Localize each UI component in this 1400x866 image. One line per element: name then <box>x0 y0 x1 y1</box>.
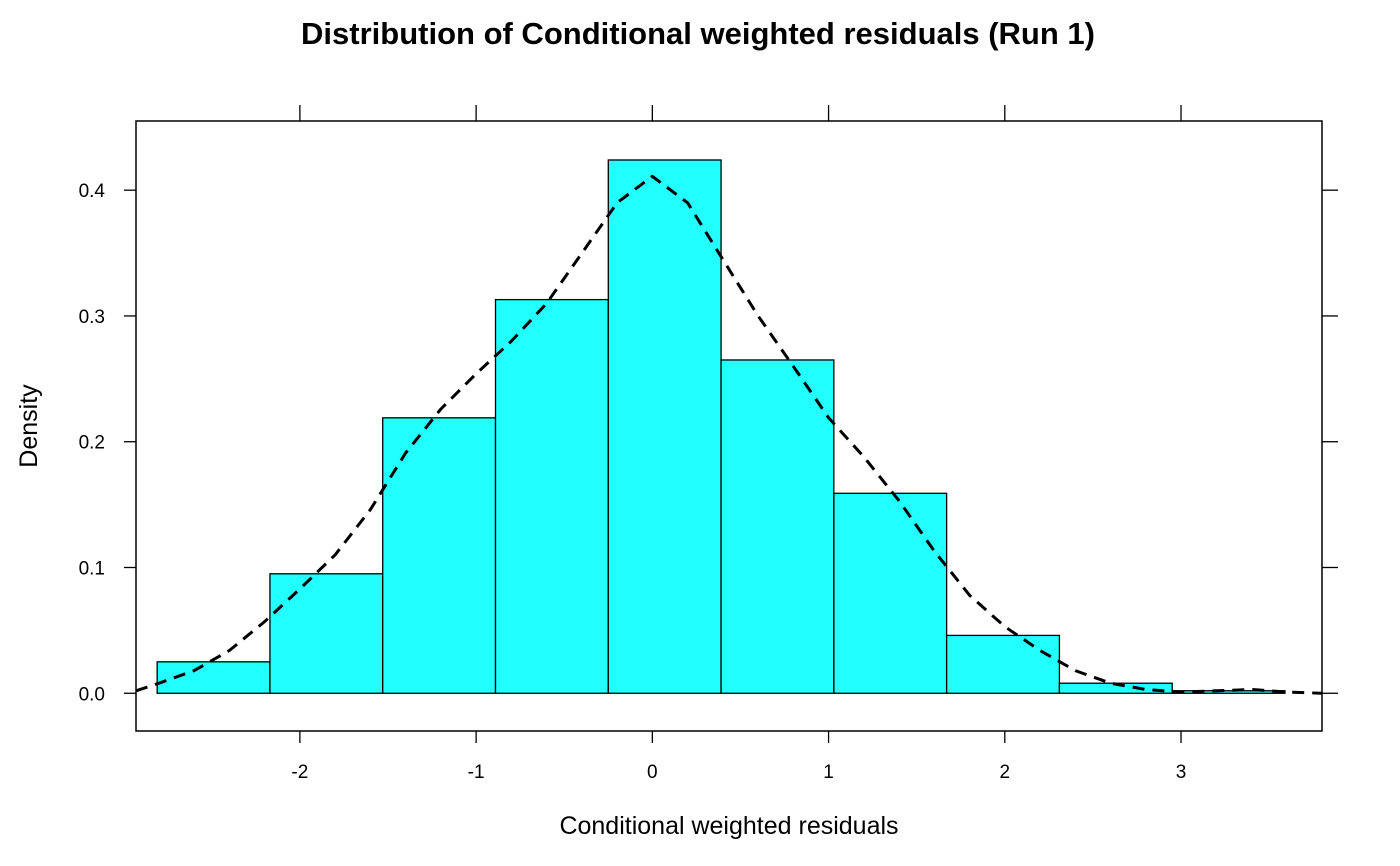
x-tick-label: -2 <box>291 762 308 783</box>
x-tick-label: 1 <box>823 762 834 783</box>
x-tick-label: 2 <box>1000 762 1011 783</box>
histogram-bar <box>945 634 1061 694</box>
y-tick-label: 0.1 <box>79 558 105 579</box>
chart-title: Distribution of Conditional weighted res… <box>301 16 1095 51</box>
histogram-bar <box>607 159 722 694</box>
x-axis-label: Conditional weighted residuals <box>559 812 898 840</box>
plot-frame <box>135 120 1323 732</box>
y-tick-label: 0.3 <box>79 307 105 328</box>
histogram-bar <box>833 492 948 694</box>
histogram-bar <box>1171 690 1286 694</box>
y-tick-label: 0.4 <box>79 181 106 202</box>
density-curve <box>135 174 1323 695</box>
histogram-bars <box>156 159 1286 694</box>
histogram-bar <box>720 359 835 694</box>
y-tick-label: 0.0 <box>79 684 105 705</box>
density-curve-group <box>135 174 1323 695</box>
histogram-bar <box>382 417 497 694</box>
x-tick-label: 3 <box>1176 762 1187 783</box>
histogram-bar <box>269 573 384 694</box>
histogram-bar <box>494 298 609 694</box>
axis-ticks: -2 -1 0 1 2 3 0.0 0.1 0.2 0.3 0.4 <box>79 105 1338 783</box>
y-axis-label: Density <box>15 384 43 468</box>
y-tick-label: 0.2 <box>79 433 105 454</box>
x-tick-label: 0 <box>647 762 658 783</box>
x-tick-label: -1 <box>468 762 485 783</box>
